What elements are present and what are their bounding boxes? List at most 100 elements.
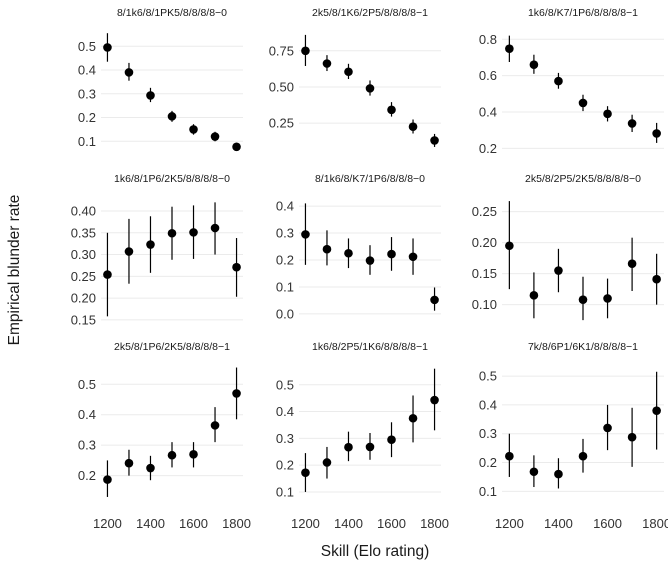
- x-tick-label: 1600: [377, 516, 406, 531]
- y-axis-label: Empirical blunder rate: [6, 195, 23, 346]
- y-tick-label: 0.2: [479, 141, 497, 156]
- data-point: [603, 294, 612, 303]
- x-tick-label: 1200: [495, 516, 524, 531]
- y-tick-label: 0.30: [71, 247, 96, 262]
- data-point: [578, 98, 588, 108]
- x-tick-label: 1400: [136, 516, 165, 531]
- panel-6: 2k5/8/2P5/2K5/8/8/8/8−0 0.10 0.15 0.20 0.25: [472, 173, 664, 321]
- data-point: [578, 295, 588, 304]
- y-tick-label: 0.4: [479, 105, 497, 120]
- y-tick-label: 0.3: [479, 426, 497, 441]
- y-tick-label: 0.20: [472, 235, 497, 250]
- data-point: [189, 450, 198, 459]
- data-point: [103, 270, 112, 279]
- y-tick-label: 0.35: [71, 225, 96, 240]
- panel-title: 7k/8/6P1/6K1/8/8/8/8−1: [528, 341, 638, 353]
- y-tick-label: 0.0: [276, 306, 294, 321]
- panel-8: 1k6/8/2P5/1K6/8/8/8/8−1 0.1 0.2 0.3 0.4 0.5 12…: [276, 341, 449, 531]
- data-point: [578, 451, 588, 461]
- x-tick-label: 1400: [334, 516, 363, 531]
- panel-9: 7k/8/6P1/6K1/8/8/8/8−1 0.1 0.2 0.3 0.4 0.5 120…: [479, 341, 668, 531]
- data-point: [189, 125, 198, 134]
- y-tick-label: 0.1: [276, 279, 294, 294]
- data-point: [301, 468, 310, 477]
- y-tick-label: 0.5: [78, 377, 96, 392]
- y-tick-label: 0.40: [71, 204, 96, 219]
- panel-title: 1k6/8/2P5/1K6/8/8/8/8−1: [312, 341, 428, 353]
- y-tick-label: 0.3: [78, 86, 96, 101]
- data-point: [387, 249, 396, 259]
- x-tick-label: 1800: [642, 516, 668, 531]
- data-point: [603, 109, 612, 119]
- y-tick-label: 0.15: [71, 312, 96, 327]
- data-point: [627, 432, 637, 442]
- panel-1: 8/1k6/8/1PK5/8/8/8/8−0 0.1 0.2 0.3 0.4 0.5: [78, 7, 243, 152]
- data-point: [210, 132, 220, 141]
- data-point: [430, 136, 439, 145]
- x-tick-label: 1200: [93, 516, 122, 531]
- panel-title: 1k6/8/K7/1P6/8/8/8/8−1: [528, 7, 638, 19]
- x-tick-label: 1800: [222, 516, 251, 531]
- data-point: [387, 435, 396, 445]
- data-point: [505, 44, 514, 54]
- panel-title: 2k5/8/2P5/2K5/8/8/8/8−0: [525, 173, 641, 185]
- data-point: [232, 389, 241, 398]
- data-point: [344, 67, 353, 77]
- data-point: [627, 259, 637, 269]
- y-tick-label: 0.4: [276, 199, 294, 214]
- data-point: [627, 119, 637, 128]
- x-tick-label: 1600: [179, 516, 208, 531]
- panel-7: 2k5/8/1P6/2K5/8/8/8/8−1 0.2 0.3 0.4 0.5 1200 1…: [78, 341, 251, 531]
- data-point: [301, 46, 310, 56]
- data-point: [146, 91, 155, 100]
- data-point: [430, 295, 439, 305]
- x-tick-label: 1600: [593, 516, 622, 531]
- data-point: [505, 241, 514, 251]
- data-point: [124, 247, 134, 256]
- data-point: [210, 223, 220, 233]
- data-point: [365, 442, 375, 452]
- data-point: [554, 266, 563, 275]
- x-tick-label: 1800: [420, 516, 449, 531]
- data-point: [408, 252, 418, 262]
- y-tick-label: 0.3: [276, 431, 294, 446]
- data-point: [322, 244, 332, 254]
- data-point: [103, 475, 112, 484]
- y-tick-label: 0.5: [479, 369, 497, 384]
- data-point: [146, 463, 155, 473]
- panel-2: 2k5/8/1K6/2P5/8/8/8/8−1 0.25 0.50 0.75: [269, 7, 441, 147]
- data-point: [322, 59, 332, 68]
- data-point: [529, 60, 539, 70]
- data-point: [322, 458, 332, 467]
- y-tick-label: 0.2: [276, 253, 294, 268]
- y-tick-label: 0.4: [78, 407, 96, 422]
- data-point: [103, 43, 112, 52]
- data-point: [430, 395, 439, 405]
- y-tick-label: 0.1: [78, 134, 96, 149]
- y-tick-label: 0.50: [269, 79, 294, 94]
- y-tick-label: 0.5: [78, 39, 96, 54]
- y-tick-label: 0.25: [472, 204, 497, 219]
- y-tick-label: 0.4: [78, 63, 96, 78]
- x-tick-label: 1400: [544, 516, 573, 531]
- y-tick-label: 0.15: [472, 266, 497, 281]
- y-tick-label: 0.4: [479, 397, 497, 412]
- data-point: [554, 76, 563, 86]
- panel-title: 8/1k6/8/1PK5/8/8/8/8−0: [117, 7, 227, 19]
- y-tick-label: 0.2: [78, 468, 96, 483]
- data-point: [652, 406, 661, 415]
- y-tick-label: 0.75: [269, 43, 294, 58]
- data-point: [124, 68, 134, 77]
- data-point: [529, 467, 539, 477]
- x-axis-label: Skill (Elo rating): [321, 543, 430, 560]
- data-point: [124, 458, 134, 468]
- y-tick-label: 0.3: [78, 438, 96, 453]
- data-point: [408, 413, 418, 423]
- data-point: [167, 450, 177, 460]
- data-point: [505, 451, 514, 461]
- y-tick-label: 0.2: [276, 458, 294, 473]
- x-tick-label: 1200: [291, 516, 320, 531]
- panels-layer: 8/1k6/8/1PK5/8/8/8/8−0 0.1 0.2 0.3 0.4 0.5 2k5…: [71, 7, 668, 531]
- data-point: [167, 112, 177, 121]
- data-point: [344, 248, 353, 258]
